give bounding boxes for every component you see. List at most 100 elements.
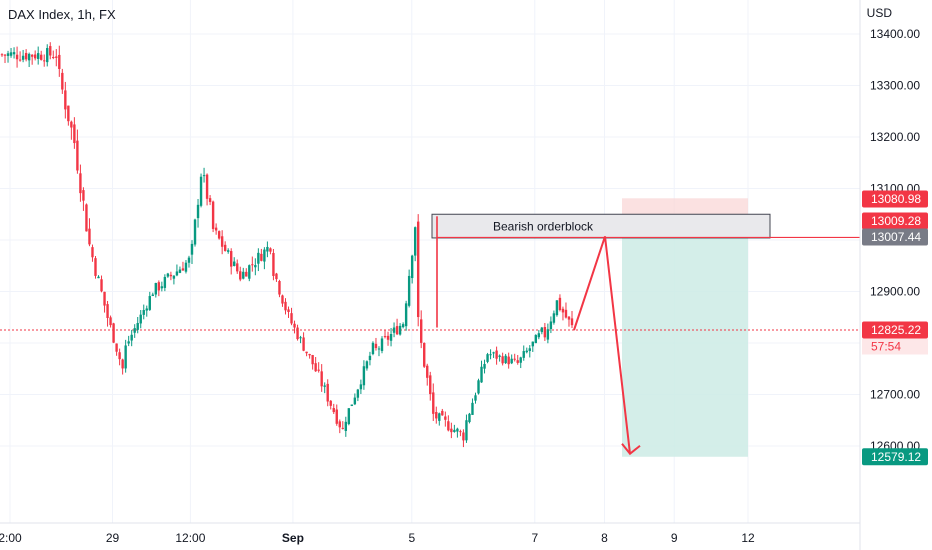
candle-body <box>320 371 323 387</box>
candle-body <box>52 57 55 59</box>
candle-body <box>21 55 25 60</box>
candle-body <box>420 319 423 343</box>
candle-body <box>160 286 164 289</box>
candle-body <box>236 263 239 272</box>
candle-body <box>58 54 61 69</box>
candle-body <box>450 428 453 433</box>
candle-body <box>24 52 28 60</box>
candle-body <box>426 365 429 378</box>
candle-body <box>507 356 510 365</box>
candle-body <box>438 413 441 421</box>
candle-body <box>70 121 73 128</box>
x-tick-label: 8 <box>601 531 608 545</box>
candle-body <box>142 310 145 315</box>
take-profit-zone[interactable] <box>622 235 748 457</box>
candle-body <box>332 408 335 413</box>
candle-body <box>175 271 179 276</box>
candle-body <box>323 385 326 387</box>
candle-body <box>12 52 16 55</box>
candle-body <box>245 271 248 277</box>
candle-body <box>190 243 194 255</box>
candle-body <box>55 56 58 58</box>
orderblock-box[interactable] <box>431 213 771 239</box>
candle-body <box>398 325 402 335</box>
svg-text:12825.22: 12825.22 <box>871 323 921 337</box>
candle-body <box>127 341 130 344</box>
candle-body <box>136 323 139 330</box>
candle-body <box>230 251 233 267</box>
candle-body <box>305 351 308 354</box>
candle-body <box>383 336 387 338</box>
candle-body <box>223 244 227 251</box>
candle-body <box>432 392 435 414</box>
price-tag: 12579.12 <box>862 448 928 466</box>
candle-body <box>284 301 287 311</box>
candle-body <box>338 421 341 428</box>
candle-body <box>344 421 348 431</box>
candle-body <box>205 174 209 199</box>
candle-body <box>498 355 501 357</box>
candle-body <box>389 334 393 341</box>
candle-body <box>465 420 468 441</box>
candle-body <box>211 201 215 229</box>
projection-path[interactable] <box>573 236 631 454</box>
candle-body <box>118 352 121 360</box>
candle-body <box>492 352 495 354</box>
currency-label: USD <box>866 6 892 20</box>
candle-body <box>462 432 465 441</box>
price-tags: 13080.98 13009.28 13007.44 12825.22 57:54 125… <box>862 190 928 466</box>
candle-body <box>112 323 115 343</box>
x-tick-label: 29 <box>106 531 120 545</box>
candle-body <box>516 360 519 363</box>
candle-body <box>97 276 100 279</box>
candle-body <box>6 53 10 56</box>
candle-body <box>272 252 275 276</box>
candle-body <box>447 421 450 431</box>
candle-body <box>296 327 299 340</box>
candle-body <box>335 409 338 424</box>
y-tick-label: 12700.00 <box>870 388 920 402</box>
candle-body <box>341 427 344 429</box>
candle-body <box>187 257 191 263</box>
candle-body <box>302 337 305 351</box>
candle-body <box>275 273 278 280</box>
candle-body <box>73 124 76 144</box>
candle-body <box>546 329 550 340</box>
candle-body <box>151 294 154 296</box>
candle-body <box>43 60 46 62</box>
candle-body <box>91 247 94 258</box>
candle-body <box>510 358 513 364</box>
candle-body <box>15 54 19 60</box>
candle-body <box>480 366 483 383</box>
candle-body <box>103 291 106 306</box>
candle-body <box>486 354 489 362</box>
price-tag: 12825.22 57:54 <box>862 321 928 355</box>
candle-body <box>404 303 408 327</box>
candle-body <box>444 416 447 420</box>
y-tick-label: 13300.00 <box>870 79 920 93</box>
candle-body <box>257 252 260 264</box>
candle-body <box>308 353 311 356</box>
candle-body <box>217 231 221 239</box>
candle-body <box>166 273 170 277</box>
time-axis[interactable]: 2:00 29 12:00 Sep 5 7 8 9 12 <box>0 531 755 545</box>
candle-body <box>459 431 462 433</box>
candle-body <box>202 175 206 177</box>
candle-body <box>133 328 136 333</box>
candle-body <box>139 314 142 324</box>
x-tick-label: 2:00 <box>0 531 22 545</box>
x-tick-label: 12 <box>741 531 755 545</box>
candle-body <box>33 54 37 59</box>
candle-body <box>154 283 158 295</box>
candle-body <box>540 327 544 333</box>
candle-body <box>371 342 375 355</box>
candle-body <box>181 268 185 271</box>
candle-body <box>94 258 97 276</box>
candle-body <box>359 384 363 390</box>
candle-body <box>489 354 492 356</box>
candle-body <box>266 246 269 252</box>
x-tick-label: 9 <box>671 531 678 545</box>
candle-body <box>64 90 67 110</box>
candle-body <box>350 404 354 406</box>
